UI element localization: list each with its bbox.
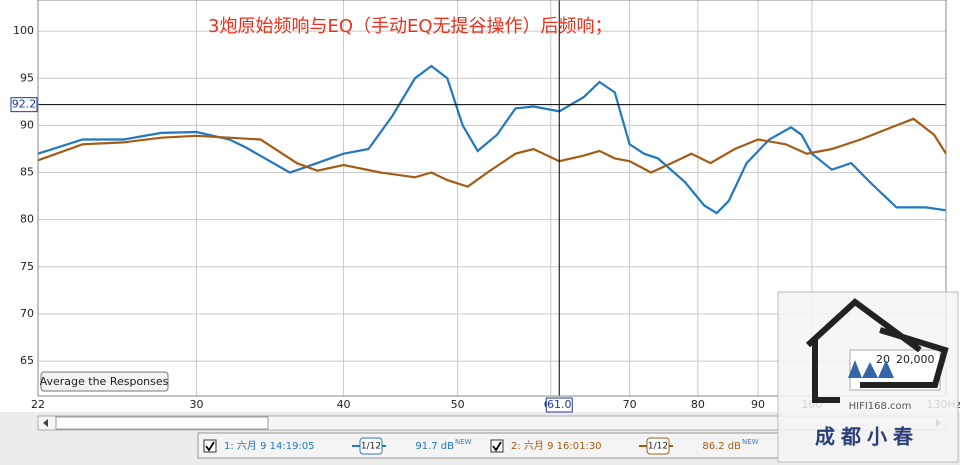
scroll-left[interactable]	[43, 419, 48, 427]
legend-checkbox[interactable]	[490, 439, 504, 453]
y-tick-label: 75	[20, 260, 34, 273]
watermark-name: 成都小春	[815, 425, 919, 449]
y-tick-label: 100	[13, 24, 34, 37]
legend-check	[205, 441, 215, 452]
legend-smoothing: 1/12	[648, 442, 668, 452]
legend-badge: NEW	[455, 438, 472, 446]
x-tick-label: 80	[691, 398, 705, 411]
cursor-y-box	[10, 97, 38, 113]
plot	[37, 0, 947, 396]
legend-level: 91.7 dB	[415, 441, 454, 452]
chart-title: 3炮原始频响与EQ（手动EQ无提谷操作）后频响；	[208, 16, 613, 37]
x-tick-label: 22	[31, 398, 45, 411]
x-tick-label: 30	[190, 398, 204, 411]
scrollbar-thumb[interactable]	[55, 416, 269, 430]
overlay-high: 20,000	[896, 353, 935, 366]
plot-frame	[37, 0, 947, 397]
y-tick-label: 90	[20, 118, 34, 131]
overlay-low: 20	[876, 353, 890, 366]
watermark-site: HIFI168.com	[849, 401, 912, 412]
x-tick-label: 70	[623, 398, 637, 411]
legend-level: 86.2 dB	[702, 441, 741, 452]
legend-checkbox[interactable]	[203, 439, 217, 453]
logo-waves	[848, 360, 894, 378]
legend-name: 1: 六月 9 14:19:05	[224, 440, 315, 452]
x-tick-label: 90	[751, 398, 765, 411]
legend-badge: NEW	[742, 438, 759, 446]
y-tick-label: 85	[20, 166, 34, 179]
legend-check	[492, 441, 502, 452]
cursor-x-label: 61.0	[547, 398, 572, 411]
cursor-y-label: 92.2	[12, 98, 37, 111]
x-tick-label: 40	[337, 398, 351, 411]
y-tick-label: 80	[20, 213, 34, 226]
average-button[interactable]	[40, 371, 169, 392]
y-tick-label: 70	[20, 307, 34, 320]
average-button-label[interactable]: Average the Responses	[40, 375, 169, 388]
cursor-x-box	[545, 397, 573, 413]
x-tick-label: 50	[451, 398, 465, 411]
legend-smoothing: 1/12	[361, 442, 381, 452]
legend-smoothing-box	[359, 437, 383, 455]
legend-name: 2: 六月 9 16:01:30	[511, 440, 602, 452]
legend: 1: 六月 9 14:19:05 1/12 91.7 dB NEW 2: 六月 9 16…	[203, 437, 759, 455]
y-tick-label: 95	[20, 71, 34, 84]
legend-smoothing-box	[646, 437, 670, 455]
y-tick-label: 65	[20, 354, 34, 367]
logo-house	[805, 298, 949, 403]
